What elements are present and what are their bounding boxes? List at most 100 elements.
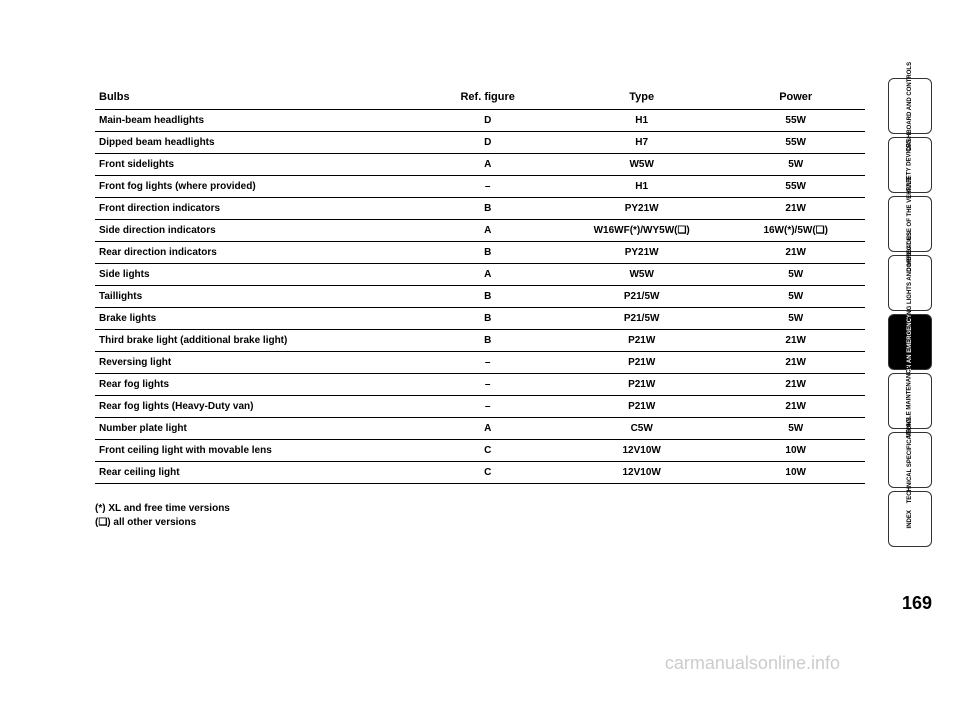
watermark: carmanualsonline.info xyxy=(665,653,840,674)
cell-power: 55W xyxy=(726,132,865,154)
cell-ref-figure: B xyxy=(418,286,557,308)
table-body: Main-beam headlightsDH155WDipped beam he… xyxy=(95,110,865,484)
side-navigation-tabs: DASHBOARD AND CONTROLSSAFETY DEVICESCORR… xyxy=(888,78,932,547)
cell-bulbs: Taillights xyxy=(95,286,418,308)
cell-type: C5W xyxy=(557,418,726,440)
table-row: Rear fog lights (Heavy-Duty van)–P21W21W xyxy=(95,396,865,418)
cell-power: 10W xyxy=(726,440,865,462)
cell-ref-figure: C xyxy=(418,462,557,484)
cell-type: P21W xyxy=(557,352,726,374)
cell-bulbs: Main-beam headlights xyxy=(95,110,418,132)
cell-type: 12V10W xyxy=(557,440,726,462)
cell-power: 21W xyxy=(726,352,865,374)
table-row: Third brake light (additional brake ligh… xyxy=(95,330,865,352)
cell-type: P21/5W xyxy=(557,308,726,330)
header-type: Type xyxy=(557,85,726,110)
cell-ref-figure: – xyxy=(418,352,557,374)
header-ref-figure: Ref. figure xyxy=(418,85,557,110)
table-row: Rear fog lights–P21W21W xyxy=(95,374,865,396)
cell-power: 55W xyxy=(726,176,865,198)
cell-ref-figure: A xyxy=(418,418,557,440)
table-row: Brake lightsBP21/5W5W xyxy=(95,308,865,330)
cell-bulbs: Side lights xyxy=(95,264,418,286)
cell-power: 21W xyxy=(726,198,865,220)
cell-type: PY21W xyxy=(557,242,726,264)
table-row: Side direction indicatorsAW16WF(*)/WY5W(… xyxy=(95,220,865,242)
cell-ref-figure: D xyxy=(418,110,557,132)
side-tab-label: IN AN EMERGENCY xyxy=(907,314,914,370)
table-header-row: Bulbs Ref. figure Type Power xyxy=(95,85,865,110)
cell-type: W16WF(*)/WY5W(❏) xyxy=(557,220,726,242)
footnote-star: (*) XL and free time versions xyxy=(95,502,865,516)
cell-power: 5W xyxy=(726,264,865,286)
cell-type: W5W xyxy=(557,264,726,286)
cell-bulbs: Number plate light xyxy=(95,418,418,440)
cell-bulbs: Rear fog lights xyxy=(95,374,418,396)
cell-type: P21W xyxy=(557,330,726,352)
header-power: Power xyxy=(726,85,865,110)
cell-power: 21W xyxy=(726,242,865,264)
cell-ref-figure: – xyxy=(418,176,557,198)
cell-power: 5W xyxy=(726,286,865,308)
cell-ref-figure: B xyxy=(418,308,557,330)
table-row: Front ceiling light with movable lensC12… xyxy=(95,440,865,462)
cell-bulbs: Front direction indicators xyxy=(95,198,418,220)
bulb-specification-table: Bulbs Ref. figure Type Power Main-beam h… xyxy=(95,85,865,484)
cell-power: 5W xyxy=(726,418,865,440)
cell-type: H1 xyxy=(557,176,726,198)
cell-type: H7 xyxy=(557,132,726,154)
cell-bulbs: Side direction indicators xyxy=(95,220,418,242)
cell-bulbs: Rear fog lights (Heavy-Duty van) xyxy=(95,396,418,418)
cell-power: 21W xyxy=(726,330,865,352)
side-tab-label: DASHBOARD AND CONTROLS xyxy=(907,62,914,151)
cell-power: 10W xyxy=(726,462,865,484)
cell-power: 55W xyxy=(726,110,865,132)
side-tab-label: TECHNICAL SPECIFICATIONS xyxy=(907,417,914,503)
table-row: Front direction indicatorsBPY21W21W xyxy=(95,198,865,220)
cell-ref-figure: A xyxy=(418,154,557,176)
cell-ref-figure: – xyxy=(418,396,557,418)
cell-type: H1 xyxy=(557,110,726,132)
cell-bulbs: Reversing light xyxy=(95,352,418,374)
cell-ref-figure: A xyxy=(418,264,557,286)
cell-type: P21W xyxy=(557,374,726,396)
cell-type: P21/5W xyxy=(557,286,726,308)
cell-type: W5W xyxy=(557,154,726,176)
cell-bulbs: Front sidelights xyxy=(95,154,418,176)
side-tab-label: INDEX xyxy=(907,510,914,528)
cell-power: 5W xyxy=(726,308,865,330)
cell-power: 16W(*)/5W(❏) xyxy=(726,220,865,242)
cell-ref-figure: B xyxy=(418,330,557,352)
cell-bulbs: Rear ceiling light xyxy=(95,462,418,484)
side-tab[interactable]: TECHNICAL SPECIFICATIONS xyxy=(888,432,932,488)
cell-bulbs: Brake lights xyxy=(95,308,418,330)
cell-bulbs: Third brake light (additional brake ligh… xyxy=(95,330,418,352)
cell-ref-figure: A xyxy=(418,220,557,242)
page-number: 169 xyxy=(902,593,932,614)
side-tab[interactable]: IN AN EMERGENCY xyxy=(888,314,932,370)
cell-ref-figure: D xyxy=(418,132,557,154)
cell-bulbs: Front ceiling light with movable lens xyxy=(95,440,418,462)
cell-power: 21W xyxy=(726,374,865,396)
cell-type: PY21W xyxy=(557,198,726,220)
table-row: Number plate lightAC5W5W xyxy=(95,418,865,440)
cell-power: 21W xyxy=(726,396,865,418)
table-row: Side lightsAW5W5W xyxy=(95,264,865,286)
cell-type: 12V10W xyxy=(557,462,726,484)
side-tab[interactable]: WARNING LIGHTS AND MESSAGES xyxy=(888,255,932,311)
footnotes: (*) XL and free time versions (❏) all ot… xyxy=(95,502,865,530)
header-bulbs: Bulbs xyxy=(95,85,418,110)
footnote-square: (❏) all other versions xyxy=(95,516,865,530)
table-row: Rear ceiling lightC12V10W10W xyxy=(95,462,865,484)
table-row: Front sidelightsAW5W5W xyxy=(95,154,865,176)
cell-bulbs: Rear direction indicators xyxy=(95,242,418,264)
cell-ref-figure: – xyxy=(418,374,557,396)
table-row: TaillightsBP21/5W5W xyxy=(95,286,865,308)
cell-bulbs: Dipped beam headlights xyxy=(95,132,418,154)
table-row: Front fog lights (where provided)–H155W xyxy=(95,176,865,198)
cell-ref-figure: B xyxy=(418,242,557,264)
page-content: Bulbs Ref. figure Type Power Main-beam h… xyxy=(95,85,865,530)
cell-ref-figure: C xyxy=(418,440,557,462)
cell-ref-figure: B xyxy=(418,198,557,220)
side-tab[interactable]: DASHBOARD AND CONTROLS xyxy=(888,78,932,134)
